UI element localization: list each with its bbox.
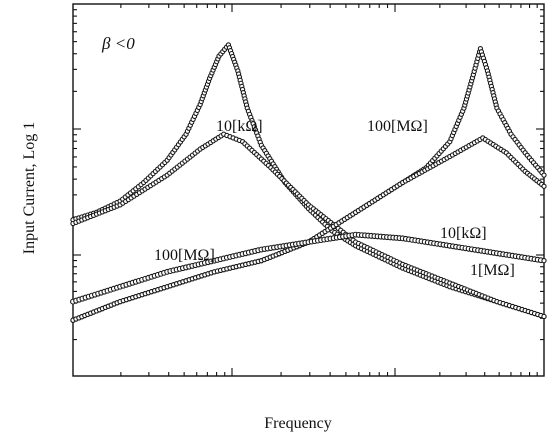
annotation-left-100M: 100[MΩ]	[154, 247, 215, 264]
series-broad-1M	[70, 231, 547, 305]
data-point	[541, 172, 547, 178]
series-peak-right-10k	[70, 135, 547, 323]
data-point	[541, 258, 547, 264]
x-axis-label: Frequency	[264, 415, 332, 432]
annotation-right-10k: 10[kΩ]	[440, 225, 487, 242]
data-point	[541, 313, 547, 320]
axis-ticks	[73, 4, 544, 376]
beta-label: β <0	[101, 34, 135, 53]
series-layer	[70, 42, 547, 323]
annotation-1M: 1[MΩ]	[470, 262, 515, 279]
data-point	[541, 183, 547, 189]
y-axis-label: Input Current, Log 1	[21, 122, 38, 254]
annotation-right-100M: 100[MΩ]	[367, 118, 428, 135]
series-peak-left-100M	[70, 131, 547, 320]
annotation-left-10k: 10[kΩ]	[216, 118, 263, 135]
plot-frame	[72, 3, 545, 377]
